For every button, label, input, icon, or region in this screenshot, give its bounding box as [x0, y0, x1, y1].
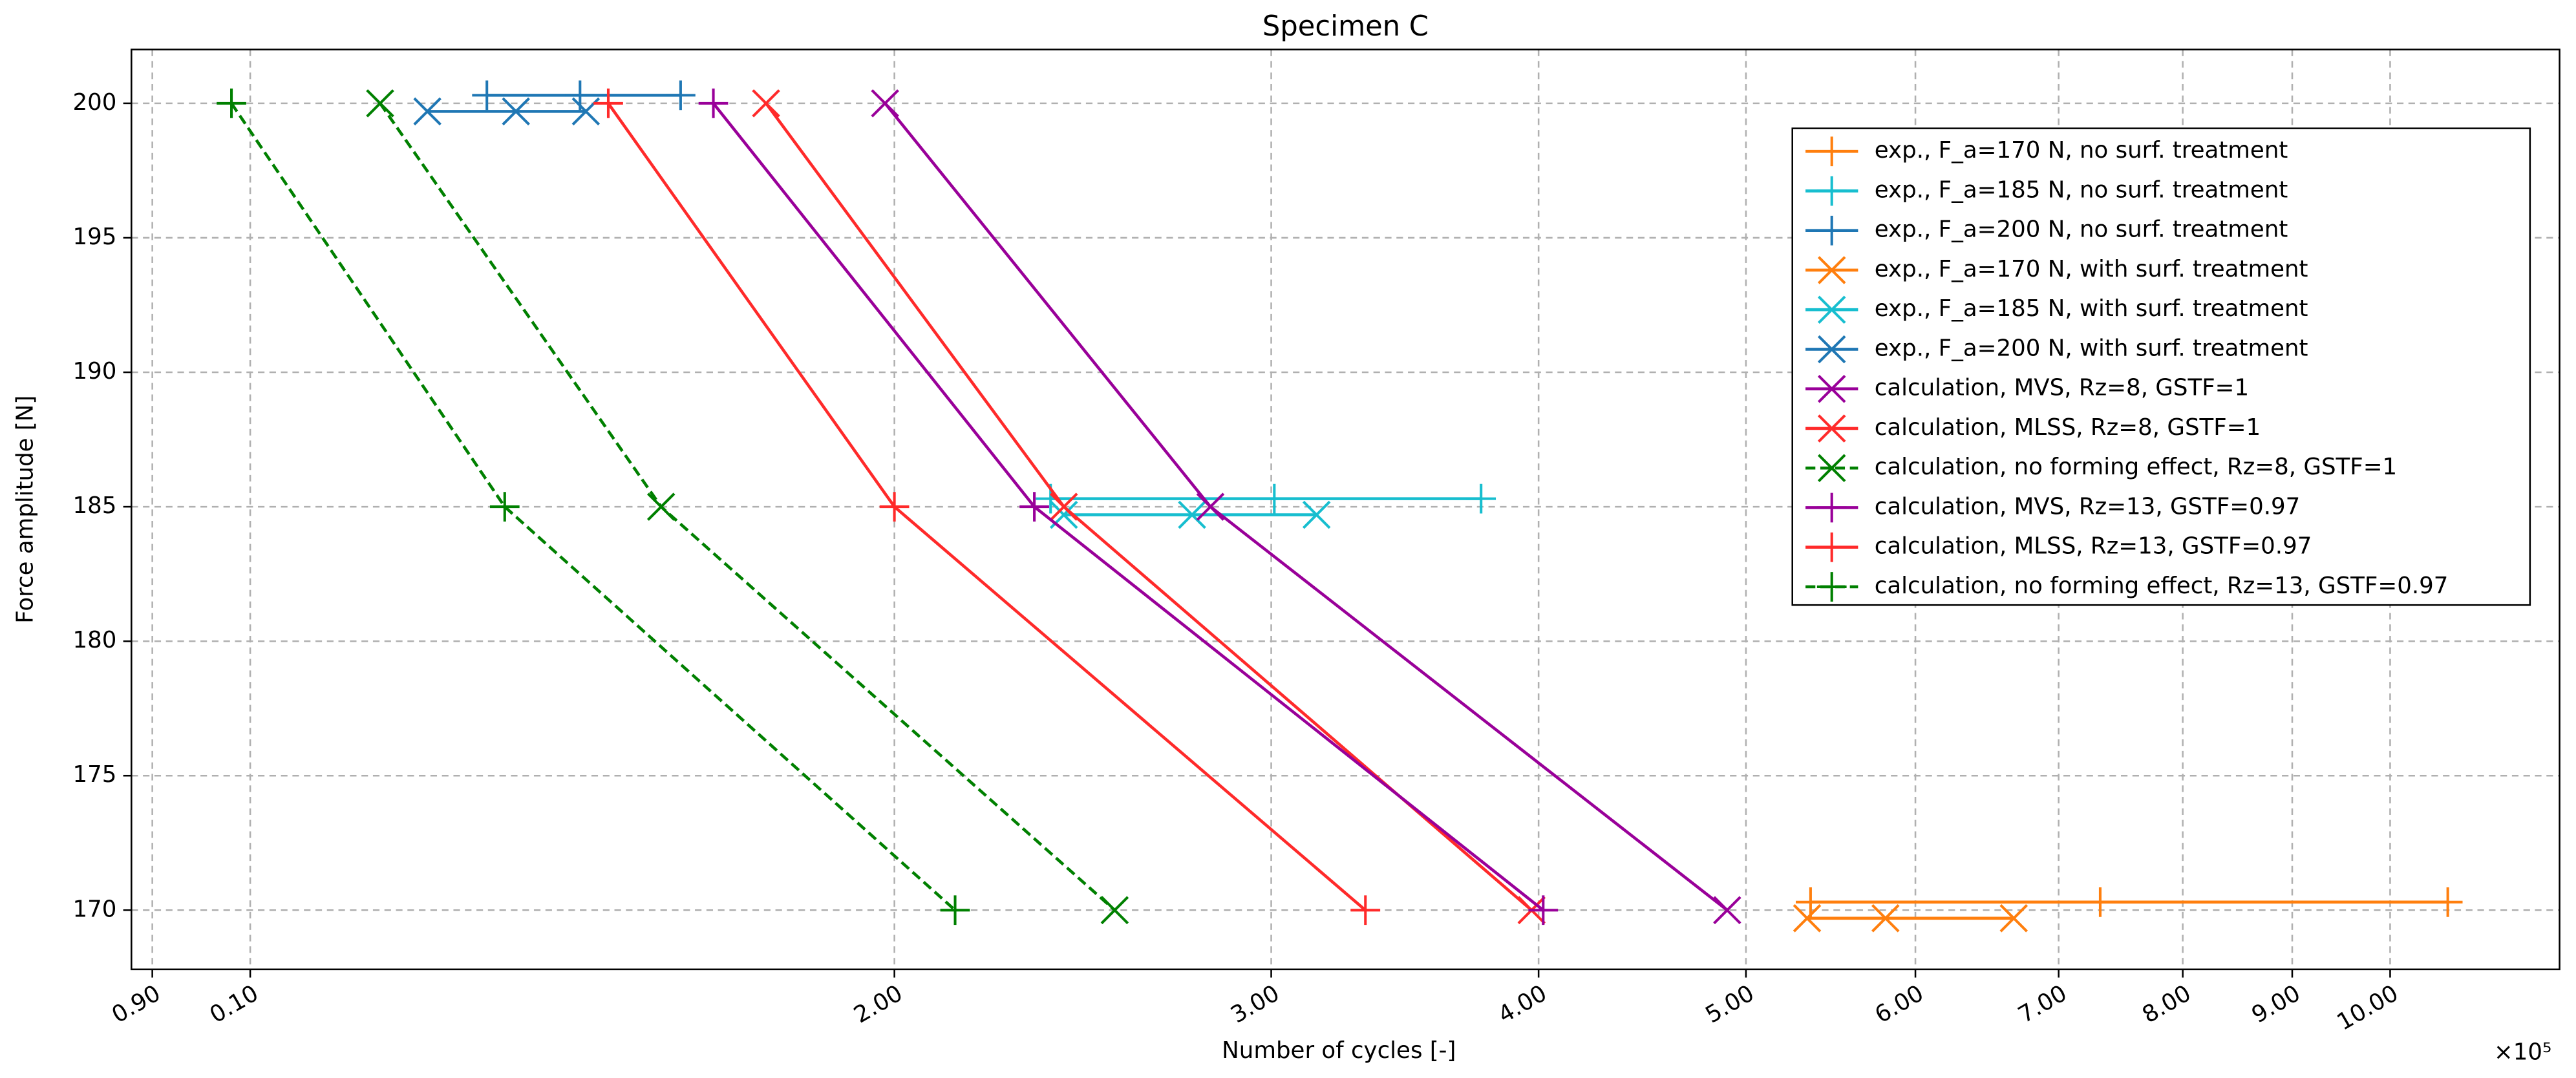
marker [1817, 414, 1846, 443]
marker [2432, 887, 2463, 917]
chart-title: Specimen C [1262, 10, 1429, 43]
marker [1302, 500, 1331, 529]
marker [1259, 483, 1290, 514]
legend-label: exp., F_a=185 N, no surf. treatment [1875, 176, 2288, 203]
marker [1100, 896, 1129, 925]
x-tick-label: 9.00 [2248, 980, 2305, 1028]
marker [489, 492, 520, 522]
legend-label: exp., F_a=185 N, with surf. treatment [1875, 295, 2308, 322]
x-tick-label: 8.00 [2138, 980, 2195, 1028]
marker [413, 97, 442, 126]
y-tick-label: 170 [73, 896, 117, 922]
marker [2085, 887, 2115, 917]
x-tick-label: 10.00 [2332, 980, 2403, 1035]
x-tick-label: 2.00 [849, 980, 907, 1028]
marker [1528, 895, 1559, 925]
marker [1817, 454, 1846, 482]
marker [366, 89, 394, 118]
plot-frame [131, 48, 2560, 971]
marker [1871, 904, 1900, 933]
marker [472, 80, 502, 111]
x-tick-label: 7.00 [2014, 980, 2071, 1028]
marker [1196, 492, 1225, 521]
marker [752, 89, 780, 118]
x-axis-label: Number of cycles [-] [1222, 1037, 1456, 1064]
x-tick-label: 3.00 [1226, 980, 1284, 1028]
marker [871, 89, 899, 118]
marker [1817, 374, 1846, 403]
legend-label: exp., F_a=200 N, with surf. treatment [1875, 335, 2308, 361]
x-tick-label: 5.00 [1701, 980, 1759, 1028]
y-tick-label: 175 [73, 761, 117, 788]
marker [1796, 887, 1826, 917]
legend-label: calculation, MVS, Rz=13, GSTF=0.97 [1875, 493, 2301, 520]
y-tick-label: 200 [73, 89, 117, 116]
legend-label: calculation, MLSS, Rz=8, GSTF=1 [1875, 414, 2261, 441]
marker [217, 89, 246, 118]
marker [1816, 136, 1847, 167]
x-tick-label: 6.00 [1871, 980, 1928, 1028]
x-offset-label: ×10⁵ [2494, 1039, 2551, 1065]
marker [1049, 492, 1078, 521]
marker [502, 97, 530, 126]
marker [1816, 572, 1847, 602]
marker [1999, 904, 2028, 933]
x-tick-label: 4.00 [1494, 980, 1551, 1028]
legend-label: exp., F_a=170 N, no surf. treatment [1875, 137, 2288, 164]
marker [698, 89, 729, 118]
y-tick-label: 180 [73, 627, 117, 653]
marker [1793, 904, 1822, 933]
marker [1019, 492, 1049, 522]
marker [1713, 896, 1741, 925]
series-line [230, 102, 957, 912]
marker [1816, 215, 1847, 246]
marker [879, 492, 910, 522]
y-tick-label: 195 [73, 224, 117, 250]
marker [1816, 176, 1847, 206]
legend: exp., F_a=170 N, no surf. treatment exp.,… [1791, 127, 2531, 606]
marker [1178, 500, 1206, 529]
marker [1816, 492, 1847, 523]
x-tick-label: 0.10 [206, 980, 263, 1028]
marker [1466, 483, 1496, 514]
marker [1350, 895, 1381, 925]
marker [1817, 335, 1846, 364]
legend-label: calculation, MLSS, Rz=13, GSTF=0.97 [1875, 533, 2312, 560]
x-tick-label: 0.90 [107, 980, 165, 1028]
marker [593, 89, 623, 118]
marker [666, 80, 696, 111]
y-axis-label: Force amplitude [N] [12, 396, 39, 624]
marker [1817, 256, 1846, 284]
legend-label: exp., F_a=200 N, no surf. treatment [1875, 217, 2288, 243]
y-tick-label: 185 [73, 492, 117, 519]
legend-label: calculation, MVS, Rz=8, GSTF=1 [1875, 375, 2249, 401]
marker [1816, 532, 1847, 562]
legend-box [1791, 127, 2531, 606]
marker [1817, 295, 1846, 324]
legend-label: calculation, no forming effect, Rz=13, G… [1875, 573, 2449, 599]
marker [940, 895, 970, 925]
legend-label: exp., F_a=170 N, with surf. treatment [1875, 256, 2308, 282]
y-tick-label: 190 [73, 358, 117, 385]
legend-label: calculation, no forming effect, Rz=8, GS… [1875, 454, 2397, 480]
marker [646, 492, 676, 521]
